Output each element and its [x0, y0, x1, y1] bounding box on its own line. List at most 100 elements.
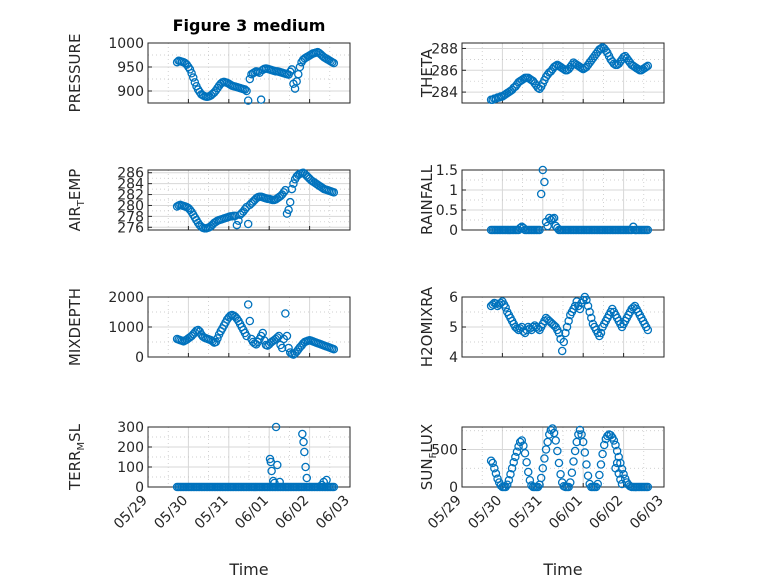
data-point — [299, 437, 308, 447]
data-point — [273, 460, 282, 470]
data-point — [490, 463, 499, 473]
data-point — [187, 68, 196, 78]
data-point — [322, 475, 331, 485]
series-markers — [486, 165, 653, 235]
data-point — [190, 78, 200, 87]
data-point — [525, 475, 535, 485]
data-point — [593, 479, 602, 489]
data-point — [301, 462, 310, 472]
data-point — [256, 95, 266, 104]
y-tick-label: 1000 — [108, 36, 144, 52]
y-tick-label: 0.5 — [436, 203, 458, 219]
data-point — [599, 440, 609, 450]
data-point — [507, 463, 517, 473]
y-tick-label: 0 — [135, 350, 144, 366]
data-point — [583, 301, 593, 311]
ylabel: AIRTEMP — [66, 169, 87, 232]
data-point — [566, 478, 575, 487]
data-point — [279, 188, 288, 197]
data-point — [285, 67, 295, 77]
axes-box — [147, 42, 351, 104]
data-point — [545, 213, 554, 223]
data-point — [612, 446, 622, 456]
data-point — [564, 482, 573, 492]
data-point — [285, 197, 295, 207]
data-point — [598, 449, 607, 459]
data-point — [282, 209, 292, 218]
subplot-h2omixra: 4 5 6 H2OMIXRA — [418, 286, 665, 367]
data-point — [517, 436, 527, 445]
data-point — [578, 437, 588, 447]
data-point — [281, 309, 290, 318]
y-tick-label: 1.5 — [436, 163, 458, 179]
data-point — [275, 477, 284, 487]
data-point — [522, 457, 531, 467]
data-point — [302, 473, 312, 483]
data-point — [287, 65, 297, 74]
y-tick-label: 284 — [431, 85, 458, 101]
data-point — [240, 205, 250, 214]
ylabel: SUNFLUX — [418, 424, 439, 490]
y-tick-label: 1 — [449, 183, 458, 199]
data-point — [596, 460, 606, 469]
y-tick-label: 5 — [449, 320, 458, 336]
series-markers — [486, 43, 653, 104]
data-point — [491, 469, 501, 478]
data-point — [501, 303, 510, 312]
data-point — [538, 463, 548, 473]
axes-box — [147, 169, 351, 231]
series-markers — [172, 422, 339, 492]
series-markers — [172, 300, 339, 359]
data-point — [567, 468, 577, 477]
data-point — [617, 479, 627, 489]
data-point — [287, 184, 297, 194]
data-point — [609, 436, 619, 445]
data-point — [536, 473, 546, 483]
y-tick-label: 0 — [449, 223, 458, 239]
data-point — [580, 448, 590, 457]
data-point — [511, 452, 520, 462]
y-tick-label: 276 — [117, 220, 144, 236]
data-point — [298, 429, 307, 439]
data-point — [587, 313, 596, 323]
series-markers — [486, 424, 653, 492]
data-point — [643, 325, 653, 335]
series-markers — [172, 47, 339, 105]
data-point — [502, 480, 512, 489]
data-point — [554, 328, 564, 338]
data-point — [243, 96, 253, 105]
axes-box — [461, 42, 665, 104]
y-tick-label: 284 — [117, 177, 144, 193]
data-point — [232, 220, 242, 230]
data-point — [577, 63, 586, 73]
data-point — [548, 424, 557, 433]
ylabel: MIXDEPTH — [66, 288, 84, 366]
ylabel: THETA — [418, 48, 436, 98]
y-tick-label: 286 — [117, 166, 144, 182]
data-point — [524, 467, 533, 477]
y-tick-label: 1000 — [108, 320, 144, 336]
y-tick-label: 200 — [117, 440, 144, 456]
y-tick-label: 286 — [431, 63, 458, 79]
y-tick-label: 100 — [117, 460, 144, 476]
data-point — [562, 322, 572, 332]
data-point — [583, 471, 593, 480]
y-tick-label: 0 — [135, 480, 144, 496]
data-point — [509, 457, 518, 467]
data-point — [213, 334, 222, 343]
data-point — [557, 346, 567, 356]
data-point — [569, 457, 578, 466]
data-point — [501, 482, 510, 492]
data-point — [329, 482, 339, 492]
ylabel: H2OMIXRA — [418, 286, 436, 367]
data-point — [533, 482, 543, 492]
data-point — [551, 436, 560, 445]
y-tick-label: 950 — [117, 60, 144, 76]
data-point — [574, 430, 583, 439]
data-point — [559, 337, 569, 347]
data-point — [582, 460, 591, 469]
data-point — [582, 295, 591, 305]
